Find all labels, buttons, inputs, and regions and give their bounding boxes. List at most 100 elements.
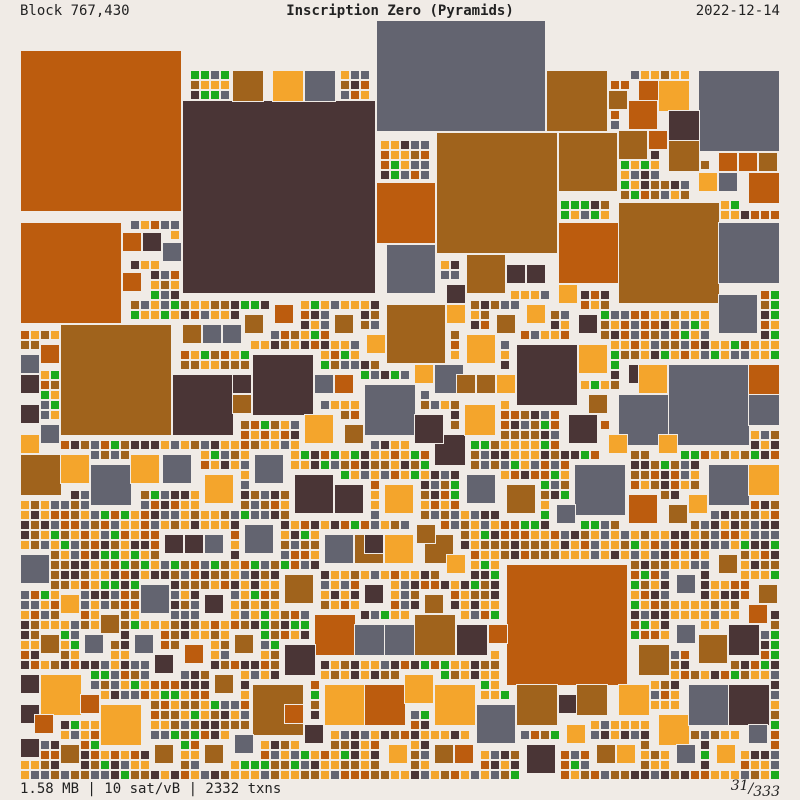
tx-block-green [660, 350, 670, 360]
tx-block-ochre [460, 530, 470, 540]
tx-block-amber [360, 570, 370, 580]
tx-block-dark [670, 530, 680, 540]
tx-block-orange [260, 660, 270, 670]
tx-block-amber [190, 500, 200, 510]
tx-block-ochre [620, 770, 630, 780]
tx-block-amber [360, 90, 370, 100]
tx-block-dark [170, 290, 180, 300]
tx-block-dark [700, 540, 710, 550]
tx-block-gray [630, 320, 640, 330]
tx-block-gray [700, 520, 710, 530]
tx-block-gray [30, 770, 40, 780]
tx-block-amber [390, 610, 400, 620]
tx-block-orange [520, 550, 530, 560]
tx-block-gray [770, 690, 780, 700]
tx-block-ochre [60, 324, 172, 436]
tx-block-dark [154, 654, 174, 674]
tx-block-ochre [690, 480, 700, 490]
tx-block-dark [760, 450, 770, 460]
tx-block-ochre [630, 350, 640, 360]
block-date-label: 2022-12-14 [695, 3, 780, 19]
tx-block-dark [110, 690, 120, 700]
tx-block-ochre [480, 590, 490, 600]
tx-block-green [320, 360, 330, 370]
tx-block-gray [770, 750, 780, 760]
tx-block-amber [440, 730, 450, 740]
tx-block-gray [770, 760, 780, 770]
tx-block-ochre [618, 202, 720, 304]
tx-block-amber [200, 80, 210, 90]
tx-block-ochre [60, 530, 70, 540]
tx-block-orange [230, 530, 240, 540]
tx-block-ochre [466, 254, 506, 294]
tx-block-orange [100, 440, 110, 450]
tx-block-ochre [430, 570, 440, 580]
tx-block-gray [110, 590, 120, 600]
tx-block-green [110, 550, 120, 560]
tx-block-amber [720, 350, 730, 360]
tx-block-green [570, 760, 580, 770]
tx-block-dark [170, 600, 180, 610]
tx-block-dark [142, 232, 162, 252]
tx-block-amber [240, 770, 250, 780]
tx-block-amber [270, 610, 280, 620]
tx-block-gray [680, 340, 690, 350]
tx-block-orange [250, 420, 260, 430]
tx-block-gray [40, 610, 50, 620]
tx-block-amber [760, 340, 770, 350]
tx-block-green [190, 710, 200, 720]
tx-block-orange [320, 450, 330, 460]
tx-block-gray [420, 390, 430, 400]
tx-block-dark [360, 310, 370, 320]
tx-block-green [240, 300, 250, 310]
tx-block-gray [260, 640, 270, 650]
tx-block-gray [200, 440, 210, 450]
tx-block-dark [414, 414, 444, 444]
tx-block-ochre [520, 430, 530, 440]
tx-block-dark [420, 720, 430, 730]
tx-block-amber [230, 610, 240, 620]
tx-block-gray [360, 70, 370, 80]
tx-block-gray [260, 560, 270, 570]
tx-block-amber [240, 670, 250, 680]
tx-block-ochre [30, 520, 40, 530]
tx-block-ochre [240, 720, 250, 730]
tx-block-dark [140, 750, 150, 760]
tx-block-gray [340, 90, 350, 100]
tx-block-dark [650, 350, 660, 360]
tx-block-gray [370, 610, 380, 620]
tx-block-amber [260, 340, 270, 350]
tx-block-amber [180, 710, 190, 720]
tx-block-dark [526, 744, 556, 774]
tx-block-gray [630, 330, 640, 340]
tx-block-amber [60, 640, 70, 650]
tx-block-orange [290, 560, 300, 570]
tx-block-amber [530, 440, 540, 450]
tx-block-amber [670, 560, 680, 570]
tx-block-dark [360, 360, 370, 370]
tx-block-amber [580, 380, 590, 390]
tx-block-orange [770, 730, 780, 740]
tx-block-dark [680, 770, 690, 780]
tx-block-orange [510, 410, 520, 420]
tx-block-dark [310, 450, 320, 460]
tx-block-gray [698, 70, 780, 152]
tx-block-ochre [770, 500, 780, 510]
tx-block-orange [80, 740, 90, 750]
tx-block-ochre [770, 560, 780, 570]
tx-block-orange [90, 540, 100, 550]
tx-block-dark [550, 320, 560, 330]
tx-block-gray [490, 770, 500, 780]
tx-block-ochre [280, 610, 290, 620]
tx-block-amber [750, 570, 760, 580]
tx-block-gray [370, 570, 380, 580]
tx-block-green [320, 460, 330, 470]
tx-block-orange [20, 650, 30, 660]
tx-block-dark [330, 520, 340, 530]
tx-block-orange [240, 700, 250, 710]
pagination-indicator: 31/333 [731, 778, 780, 800]
tx-block-orange [748, 604, 768, 624]
tx-block-ochre [660, 680, 670, 690]
tx-block-ochre [660, 70, 670, 80]
tx-block-dark [320, 340, 330, 350]
